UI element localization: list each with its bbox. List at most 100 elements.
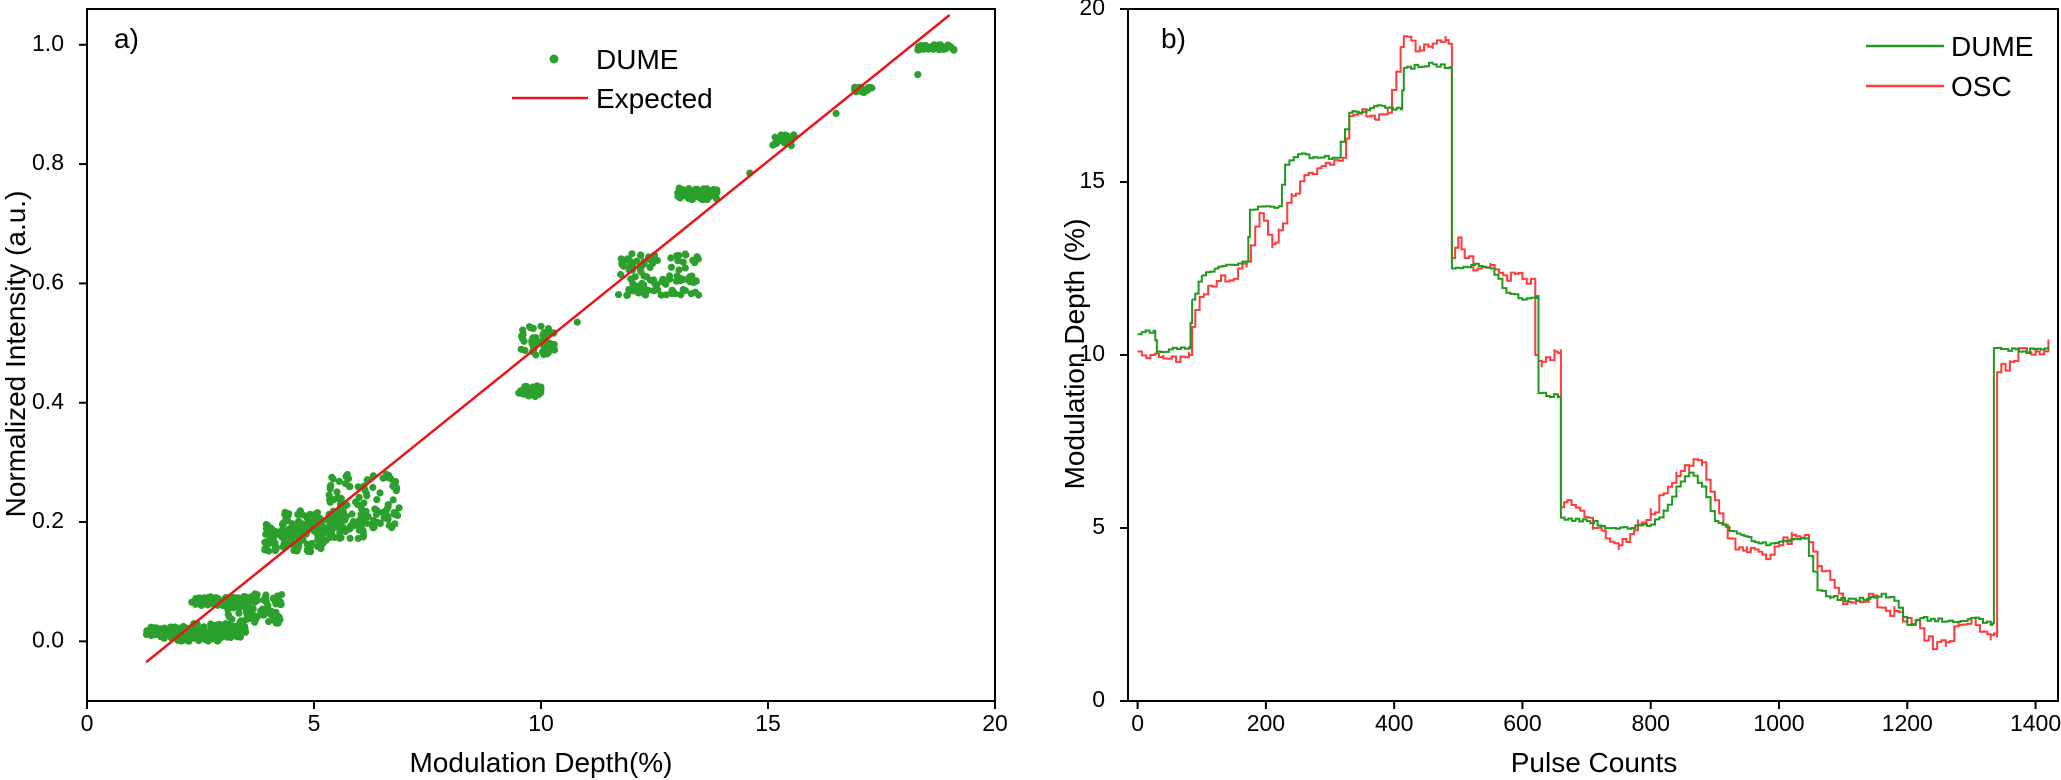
- dume-point: [685, 276, 693, 284]
- panel-b-x-tick-label: 0: [1131, 710, 1144, 736]
- dume-point: [319, 539, 327, 547]
- dume-point: [204, 633, 212, 641]
- dume-point: [632, 257, 641, 265]
- dume-point: [657, 291, 665, 299]
- dume-point: [217, 634, 225, 642]
- dume-point: [267, 532, 276, 540]
- dume-point: [674, 192, 682, 200]
- dume-point: [537, 322, 545, 330]
- dume-point: [376, 519, 384, 528]
- dume-point: [225, 613, 233, 621]
- panel-b-x-tick-label: 200: [1247, 710, 1285, 736]
- dume-point: [383, 470, 391, 478]
- dume-point: [686, 187, 694, 195]
- dume-point: [641, 291, 650, 299]
- dume-point: [638, 279, 646, 287]
- dume-point: [630, 281, 639, 289]
- dume-point: [262, 525, 271, 533]
- dume-point: [150, 624, 158, 632]
- dume-point: [327, 482, 335, 490]
- panel-a-x-tick-label: 5: [308, 710, 321, 736]
- dume-point: [218, 621, 226, 629]
- dume-point: [345, 482, 353, 490]
- dume-point: [523, 387, 532, 395]
- dume-point: [859, 85, 867, 94]
- dume-point: [646, 276, 655, 284]
- dume-point: [327, 521, 335, 529]
- dume-point: [654, 286, 662, 294]
- dume-point: [573, 318, 581, 326]
- dume-point: [635, 286, 644, 294]
- dume-point: [371, 505, 379, 513]
- panel-a-y-tick-label: 0.2: [32, 507, 64, 533]
- dume-point: [203, 599, 211, 607]
- dume-point: [263, 538, 271, 546]
- panel-b-x-tick-label: 400: [1375, 710, 1413, 736]
- dume-point: [343, 470, 351, 479]
- dume-point: [370, 523, 378, 531]
- dume-point: [326, 533, 334, 542]
- dume-point: [389, 496, 397, 504]
- chart-panel-b: 0 200 400 600 800 1000 1200 1400 0 5 10 15 20 b) Pu…: [1059, 0, 2061, 778]
- panel-b-y-tick-label: 15: [1079, 167, 1105, 193]
- dume-point: [528, 339, 536, 347]
- dume-point: [320, 524, 328, 532]
- dume-point: [191, 631, 199, 639]
- panel-a-x-axis: 0 5 10 15 20: [81, 701, 1008, 736]
- dume-point: [333, 488, 341, 496]
- dume-point: [309, 517, 317, 526]
- dume-point: [163, 630, 171, 638]
- dume-point: [360, 499, 368, 507]
- dume-point: [275, 613, 283, 621]
- legend-expected-label: Expected: [596, 83, 713, 114]
- dume-point: [284, 532, 292, 540]
- legend-osc-label: OSC: [1951, 71, 2012, 102]
- dume-point: [303, 514, 312, 523]
- dume-point: [337, 534, 345, 542]
- dume-point: [627, 275, 635, 283]
- dume-point: [142, 630, 151, 639]
- dume-point: [392, 509, 400, 517]
- dume-point: [629, 287, 638, 295]
- dume-point: [675, 266, 683, 274]
- dume-point: [667, 254, 675, 262]
- panel-a-x-tick-label: 15: [755, 710, 781, 736]
- panel-a-y-tick-label: 0.6: [32, 268, 64, 294]
- dume-point: [308, 539, 316, 548]
- panel-a-x-tick-label: 0: [81, 710, 94, 736]
- dume-point: [679, 285, 687, 294]
- dume-point: [936, 41, 945, 49]
- panel-b-x-tick-label: 1400: [2010, 710, 2061, 736]
- dume-point: [267, 607, 275, 615]
- dume-line: [1137, 61, 2050, 626]
- dume-point: [260, 611, 268, 619]
- dume-point: [311, 510, 319, 518]
- panel-b-y-tick-label: 5: [1092, 513, 1105, 539]
- legend-dume-label-b: DUME: [1951, 31, 2033, 62]
- dume-point: [691, 190, 700, 198]
- panel-a-y-axis-title: Normalized Intensity (a.u.): [0, 191, 31, 518]
- dume-point: [250, 612, 258, 620]
- dume-point: [703, 185, 711, 193]
- panel-a-x-axis-title: Modulation Depth(%): [409, 747, 672, 778]
- dume-point: [636, 251, 645, 260]
- dume-point: [667, 263, 676, 271]
- panel-b-x-axis: 0 200 400 600 800 1000 1200 1400: [1131, 701, 2061, 736]
- dume-point: [325, 491, 333, 499]
- panel-a-x-tick-label: 20: [982, 710, 1008, 736]
- dume-point: [304, 547, 312, 555]
- dume-point: [519, 330, 527, 338]
- panel-a-y-tick-label: 0.0: [32, 626, 64, 652]
- dume-point: [357, 522, 365, 530]
- dume-point: [261, 597, 269, 605]
- dume-point: [178, 637, 186, 645]
- dume-point: [346, 534, 354, 542]
- legend-dume-label: DUME: [596, 44, 678, 75]
- panel-b-y-axis: 0 5 10 15 20: [1079, 0, 1128, 712]
- dume-point: [391, 478, 399, 486]
- panel-a-legend: DUME Expected: [512, 44, 713, 114]
- dume-point: [328, 473, 336, 481]
- panel-b-axes-frame: [1127, 8, 2059, 702]
- dume-point: [537, 383, 545, 391]
